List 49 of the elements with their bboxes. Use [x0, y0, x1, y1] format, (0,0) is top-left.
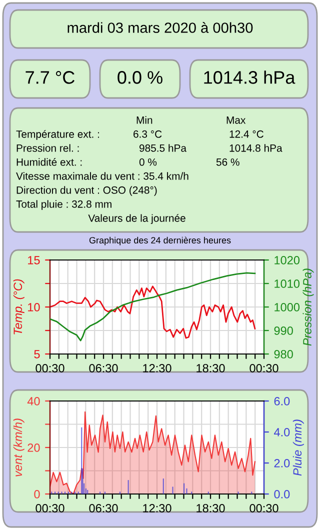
x-tick-label: 12:30: [143, 364, 172, 372]
text: Total pluie : 32.8 mm: [16, 200, 112, 210]
y2-axis-title: Pression (hPa): [302, 268, 314, 346]
y-axis-title: vent (km/h): [13, 418, 24, 476]
text: 56 %: [216, 158, 240, 166]
text: Direction du vent : OSO (248°): [16, 186, 157, 196]
y-tick-label: 5: [34, 350, 40, 358]
x-tick-label: 06:30: [89, 364, 118, 372]
y2-tick-label: 2.0: [274, 459, 290, 468]
y2-tick-label: 4.0: [274, 428, 290, 436]
text: 6.3 °C: [134, 130, 162, 138]
x-tick-label: 06:30: [89, 504, 118, 512]
y2-tick-label: 990: [274, 326, 293, 335]
text: 1014.3 hPa: [204, 70, 296, 84]
x-tick-label: 00:30: [250, 364, 278, 372]
text: 1014.8 hPa: [230, 144, 282, 152]
y2-tick-label: 1020: [274, 256, 300, 264]
y2-axis-title: Pluie (mm): [292, 420, 304, 476]
chart-title: Graphique des 24 dernières heures: [89, 236, 231, 246]
y-tick-label: 10: [28, 303, 40, 312]
text: Min: [136, 116, 152, 124]
y2-tick-label: 1010: [274, 280, 300, 288]
text: 7.7 °C: [26, 71, 74, 84]
y2-tick-label: 6.0: [274, 397, 290, 406]
y-tick-label: 0: [34, 490, 40, 498]
x-tick-label: 18:30: [196, 364, 225, 372]
text: Humidité ext. :: [16, 158, 82, 166]
text: 12.4 °C: [230, 130, 264, 138]
y2-tick-label: 0.0: [274, 490, 290, 498]
text: Valeurs de la journée: [88, 214, 186, 224]
x-tick-label: 00:30: [36, 364, 64, 372]
text: 0 %: [139, 158, 157, 166]
y2-tick-label: 1000: [274, 303, 300, 312]
x-tick-label: 12:30: [143, 504, 172, 512]
x-tick-label: 18:30: [196, 504, 225, 512]
text: Température ext. :: [16, 130, 99, 140]
y2-tick-label: 980: [274, 350, 293, 358]
text: Vitesse maximale du vent : 35.4 km/h: [16, 172, 188, 180]
y-tick-label: 15: [28, 256, 40, 264]
y-tick-label: 40: [27, 397, 40, 406]
x-tick-label: 00:30: [36, 504, 64, 512]
text: Pression rel. :: [16, 144, 79, 152]
text: Max: [226, 116, 246, 124]
text: mardi 03 mars 2020 à 00h30: [68, 22, 253, 33]
y-tick-label: 20: [28, 444, 40, 452]
x-tick-label: 00:30: [250, 504, 278, 512]
y-axis-title: Temp. (°C): [13, 279, 24, 334]
text: 0.0 %: [118, 71, 162, 84]
text: 985.5 hPa: [139, 144, 186, 152]
